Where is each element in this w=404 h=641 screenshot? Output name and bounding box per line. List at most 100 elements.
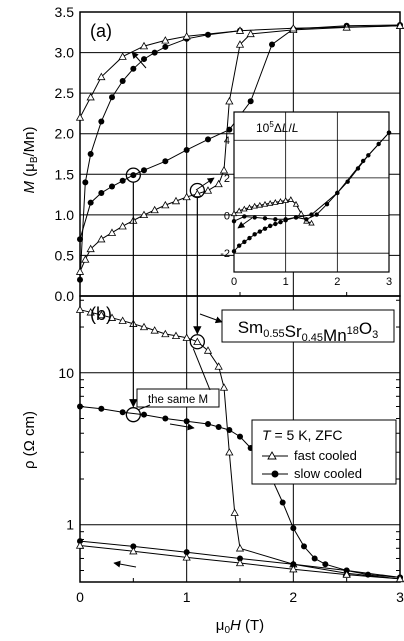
same-m-box — [136, 388, 220, 408]
y-tick-label-a: 3.5 — [55, 4, 75, 20]
inset-series-1-point — [262, 226, 268, 231]
inset-series-2-point — [293, 215, 299, 220]
inset-series-1-point — [278, 219, 283, 225]
panel-a-series-1-point — [87, 199, 94, 206]
inset-series-0-line — [233, 198, 312, 224]
panel-a-series-1-point — [247, 98, 254, 105]
inset-series-0-point — [241, 205, 248, 212]
panel-a-series-0-point — [87, 151, 94, 157]
x-tick-label: 3 — [396, 589, 404, 605]
inset-series-0-point — [251, 202, 258, 209]
panel-a-series-0-point — [130, 65, 137, 72]
panel-a-series-3-line — [79, 25, 401, 118]
formula-part: 18 — [347, 325, 359, 337]
panel-b-series-0-point — [75, 305, 85, 313]
panel-b-series-1-point — [311, 555, 318, 562]
panel-a-series-2-point — [86, 244, 95, 253]
panel-b-series-3-point — [129, 546, 138, 555]
panel-a-series-1-point — [119, 177, 126, 184]
panel-a-series-1-line — [79, 24, 401, 240]
panel-b-series-1-point — [237, 433, 243, 440]
panel-a-series-3-point — [75, 113, 85, 121]
panel-a-series-1-point — [183, 146, 190, 153]
panel-b-series-1-point — [162, 415, 169, 422]
y-tick-label-a: 0.0 — [55, 288, 75, 304]
x-axis-label: μ0H (T) — [216, 617, 264, 636]
inset-y-label: 105ΔL/L — [256, 120, 299, 135]
panel-a-series-3-point — [289, 23, 298, 32]
panel-a-series-2-point — [171, 196, 181, 205]
panel-b-series-3-point — [235, 558, 245, 567]
panel-a-series-2-point — [246, 29, 255, 38]
inset-series-0-point — [272, 198, 279, 205]
panel-b-series-2-point — [183, 549, 190, 556]
panel-a-series-3-point — [86, 92, 95, 101]
inset-series-0-point — [246, 204, 253, 211]
panel-a-series-0-point — [77, 276, 83, 283]
legend-fast-label: fast cooled — [294, 448, 357, 463]
panel-a-series-2-point — [203, 186, 213, 194]
panel-a-series-0-point — [205, 31, 211, 38]
inset-series-1-point — [267, 223, 273, 229]
panel-b-series-0-point — [118, 316, 127, 324]
panel-a-series-2-point — [150, 205, 159, 214]
panel-a-series-1-point — [205, 136, 211, 143]
panel-b-series-3-point — [342, 570, 351, 578]
panel-a-series-2-point — [193, 189, 202, 197]
inset-series-2-point — [360, 158, 366, 164]
formula-part: Mn — [323, 326, 347, 345]
inset-series-0-point — [261, 200, 269, 207]
panel-a-series-2-point — [161, 200, 170, 209]
formula-part: 0.45 — [302, 332, 323, 344]
inset-y-tick: -2 — [220, 248, 230, 260]
inset-series-2-point — [273, 217, 278, 222]
y-tick-label-a: 1.5 — [55, 166, 75, 182]
panel-a-series-3-point — [139, 41, 149, 50]
inset-series-1-point — [314, 212, 319, 217]
direction-arrow — [195, 177, 215, 191]
inset-series-0-point — [308, 219, 315, 226]
panel-b-series-3-point — [182, 553, 191, 561]
panel-a-series-3-point — [161, 36, 170, 44]
inset-series-0-point — [297, 210, 305, 217]
panel-b-series-1-point — [98, 405, 105, 412]
panel-b-series-2-point — [130, 543, 137, 550]
legend-title: T = 5 K, ZFC — [262, 427, 343, 443]
panel-a-series-2-point — [182, 192, 191, 201]
panel-b-series-3-point — [75, 541, 85, 549]
panel-a-series-0-point — [151, 49, 158, 56]
inset-series-1-point — [273, 221, 278, 227]
panel-a-series-2-point — [139, 210, 149, 219]
inset-series-0-point — [230, 210, 238, 217]
panel-b-series-0-point — [150, 326, 159, 334]
formula-box — [221, 309, 395, 343]
panel-a-series-3-point — [118, 52, 127, 60]
inset-series-2-point — [309, 212, 314, 217]
inset-series-2-point — [262, 216, 268, 221]
panel-a-series-2-line — [79, 25, 401, 272]
direction-arrow — [237, 217, 253, 229]
same-m-pointer — [192, 348, 211, 391]
inset-x-tick: 3 — [386, 276, 392, 288]
same-m-label: the same M — [148, 394, 208, 406]
panel-b-series-2-point — [237, 555, 243, 562]
panel-b-series-0-point — [235, 544, 245, 552]
panel-a-series-0-line — [79, 30, 241, 280]
panel-a-series-1-point — [98, 189, 105, 196]
panel-a-series-2-point — [81, 255, 90, 263]
x-tick-label: 1 — [183, 589, 191, 605]
panel-b-series-1-point — [290, 525, 297, 532]
inset-x-tick: 0 — [231, 276, 237, 288]
panel-b-series-0-point — [86, 308, 95, 316]
panel-a-series-1-point — [109, 183, 115, 190]
panel-a-series-2-point — [214, 179, 223, 188]
inset-frame — [233, 111, 390, 273]
x-tick-label: 2 — [289, 589, 297, 605]
panel-a-series-0-point — [82, 179, 89, 186]
y-tick-label-a: 2.0 — [55, 126, 75, 142]
direction-arrow — [169, 423, 195, 431]
inset-y-tick: 4 — [224, 135, 230, 147]
panel-b-series-2-point — [290, 561, 297, 568]
circled-point-b-1 — [189, 334, 205, 350]
formula-part: 3 — [372, 329, 378, 341]
